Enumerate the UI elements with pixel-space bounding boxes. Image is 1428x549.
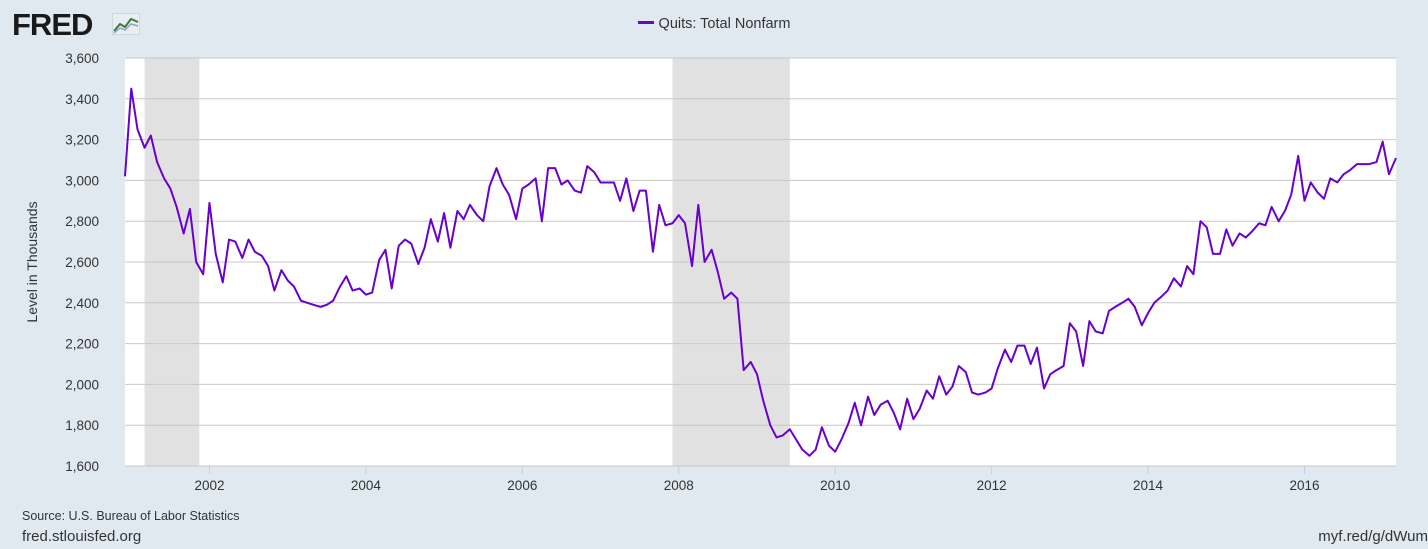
x-tick-label: 2004 (351, 478, 382, 493)
chart-legend: Quits: Total Nonfarm (0, 16, 1428, 32)
x-tick-label: 2002 (194, 478, 224, 493)
y-tick-label: 3,400 (65, 92, 99, 107)
y-tick-label: 3,000 (65, 173, 99, 188)
x-tick-label: 2012 (977, 478, 1007, 493)
legend-swatch (637, 20, 654, 24)
y-tick-label: 1,800 (65, 418, 99, 433)
y-tick-label: 2,600 (65, 255, 99, 270)
y-tick-label: 3,200 (65, 133, 99, 148)
legend-series-name: Quits: Total Nonfarm (658, 16, 791, 32)
site-link[interactable]: fred.stlouisfed.org (22, 528, 142, 545)
fred-graph-icon (112, 13, 140, 35)
y-tick-label: 2,200 (65, 337, 99, 352)
y-tick-label: 1,600 (65, 459, 99, 474)
y-tick-label: 2,000 (65, 377, 99, 392)
x-tick-label: 2008 (664, 478, 694, 493)
short-link[interactable]: myf.red/g/dWum (1318, 528, 1428, 545)
fred-logo[interactable]: FRED (12, 7, 93, 42)
x-tick-label: 2014 (1133, 478, 1164, 493)
y-tick-label: 3,600 (65, 51, 99, 66)
series-line (124, 87, 1397, 457)
x-tick-label: 2010 (820, 478, 850, 493)
y-tick-label: 2,800 (65, 214, 99, 229)
x-tick-label: 2016 (1289, 478, 1319, 493)
x-tick-label: 2006 (507, 478, 537, 493)
y-axis-label: Level in Thousands (24, 201, 40, 322)
source-note: Source: U.S. Bureau of Labor Statistics (22, 509, 240, 523)
y-tick-label: 2,400 (65, 296, 99, 311)
